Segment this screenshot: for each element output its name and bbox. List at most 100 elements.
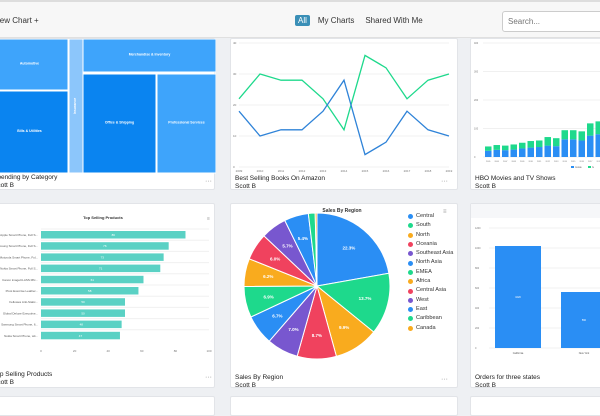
x-tick-label: 2018 [596, 161, 600, 163]
legend-item[interactable]: Oceania [408, 240, 453, 249]
bar-tv [596, 121, 600, 134]
line-series [239, 55, 449, 129]
chart-header [471, 204, 600, 218]
y-tick-label: 300 [474, 71, 479, 74]
category-label: Fellowes Anti-Static... [9, 300, 38, 304]
legend-label: South [416, 221, 431, 230]
bar [561, 292, 600, 348]
legend-dot [408, 251, 413, 256]
legend-item[interactable]: Central [408, 212, 453, 221]
x-tick-label: 80 [174, 349, 178, 353]
slice-label: 5.7% [282, 244, 292, 249]
y-tick-label: 40 [233, 41, 237, 45]
legend-item[interactable]: East [408, 305, 453, 314]
card-author: Scott B [0, 182, 57, 190]
y-tick-label: 1000 [475, 247, 481, 250]
card-author: Scott B [475, 183, 555, 191]
category-label: Samsung Smart Phone, Full S... [0, 244, 38, 248]
legend-item[interactable]: Caribbean [408, 314, 453, 323]
bar-movie [579, 140, 586, 157]
bar-chart: 0200400600800100012001020California560Ne… [471, 204, 600, 369]
x-tick-label: California [513, 352, 524, 355]
legend-item[interactable]: Africa [408, 277, 453, 286]
bar-movie [553, 146, 560, 157]
category-label: Nokia Smart Phone, Full S... [0, 267, 38, 271]
legend-dot [408, 270, 413, 275]
x-tick-label: 20 [73, 349, 77, 353]
legend-item[interactable]: EMEA [408, 268, 453, 277]
x-tick-label: 2010 [257, 169, 264, 173]
legend-dot [408, 326, 413, 331]
bar-movie [502, 150, 509, 157]
bar-movie [570, 139, 577, 157]
category-label: Canon imageCLASS Mfc... [2, 278, 38, 282]
chart-card[interactable] [470, 396, 600, 416]
more-options-icon[interactable]: ··· [441, 376, 448, 383]
treemap-label: Professional Services [168, 121, 204, 125]
x-tick-label: 2011 [537, 161, 542, 163]
bar-tv [587, 123, 594, 135]
y-tick-label: 100 [474, 128, 479, 131]
bar-value: 50 [81, 311, 85, 315]
bar-value: 73 [101, 255, 105, 259]
bar-value: 61 [91, 278, 95, 282]
bar-tv [485, 146, 492, 150]
slice-label: 6.2% [263, 274, 273, 279]
chart-card[interactable] [230, 396, 458, 416]
bar-tv [502, 146, 509, 151]
category-label: Samsung Smart Phone, 6... [1, 323, 38, 327]
legend-item[interactable]: West [408, 296, 453, 305]
x-tick-label: 2005 [486, 161, 491, 163]
legend-item[interactable]: North Asia [408, 258, 453, 267]
line-series [239, 80, 449, 154]
y-tick-label: 0 [474, 156, 476, 159]
more-options-icon[interactable]: ··· [205, 374, 212, 381]
legend-item[interactable]: South [408, 221, 453, 230]
treemap-label: Merchandise & Inventory [129, 53, 171, 57]
y-tick-label: 600 [475, 287, 480, 290]
bar-movie [494, 150, 501, 157]
search-input[interactable] [502, 11, 600, 32]
chart-card[interactable] [0, 396, 215, 416]
treemap-label: Automotive [20, 62, 39, 66]
legend-item[interactable]: Canada [408, 324, 453, 333]
tab-shared-with-me[interactable]: Shared With Me [362, 15, 425, 26]
x-tick-label: 2013 [320, 169, 327, 173]
bar-movie [587, 136, 594, 157]
x-tick-label: 2007 [503, 161, 508, 163]
new-chart-button[interactable]: New Chart + [0, 16, 39, 25]
bar-tv [528, 141, 535, 148]
bar-value: 48 [80, 323, 84, 327]
category-label: Pivot Exercise Leather... [6, 289, 39, 293]
x-tick-label: 2012 [545, 161, 550, 163]
legend-swatch [571, 166, 574, 168]
tab-all[interactable]: All [295, 15, 310, 26]
x-tick-label: 2010 [528, 161, 533, 163]
more-options-icon[interactable]: ··· [205, 178, 212, 185]
legend-item[interactable]: Central Asia [408, 286, 453, 295]
slice-label: 7.0% [288, 327, 298, 332]
x-tick-label: 2014 [562, 161, 567, 163]
legend-item[interactable]: Southeast Asia [408, 249, 453, 258]
x-tick-label: New York [579, 352, 590, 355]
y-tick-label: 20 [233, 103, 237, 107]
y-tick-label: 0 [475, 347, 477, 350]
legend-item[interactable]: North [408, 231, 453, 240]
slice-label: 5.4% [298, 236, 308, 241]
more-options-icon[interactable]: ··· [441, 178, 448, 185]
x-tick-label: 2017 [404, 169, 411, 173]
x-tick-label: 60 [140, 349, 144, 353]
category-label: Global Deluxe Executive... [3, 311, 38, 315]
legend-label: Canada [416, 324, 436, 333]
legend-dot [408, 307, 413, 312]
card-author: Scott B [0, 379, 52, 387]
tab-my-charts[interactable]: My Charts [315, 15, 357, 26]
